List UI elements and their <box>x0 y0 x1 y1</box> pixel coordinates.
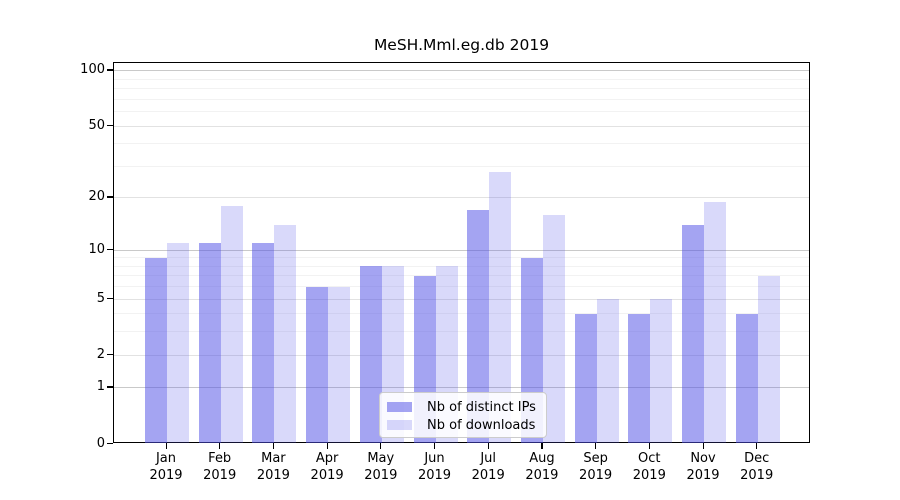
gridline-major-20 <box>114 197 809 199</box>
bar-dec-distinct-ips <box>735 313 758 443</box>
bar-apr-distinct-ips <box>306 286 329 443</box>
x-tick-mark-apr <box>326 443 328 449</box>
bar-nov-distinct-ips <box>682 225 704 443</box>
gridline-minor-4 <box>114 313 809 315</box>
x-tick-label-apr: Apr 2019 <box>310 451 344 483</box>
bar-sep-distinct-ips <box>574 313 597 443</box>
bar-sep-downloads <box>596 299 619 443</box>
gridline-major-50 <box>114 125 809 127</box>
legend-label-downloads: Nb of downloads <box>427 417 536 433</box>
x-tick-mark-aug <box>541 443 543 449</box>
legend: Nb of distinct IPs Nb of downloads <box>379 392 547 438</box>
bar-mar-distinct-ips <box>252 243 275 443</box>
bar-jan-distinct-ips <box>145 257 167 443</box>
x-tick-mark-jan <box>165 443 167 449</box>
bar-jan-downloads <box>167 243 189 443</box>
legend-entry-distinct-ips: Nb of distinct IPs <box>387 398 546 416</box>
y-tick-label-50: 50 <box>88 117 105 133</box>
x-tick-mark-may <box>380 443 382 449</box>
bar-jul-downloads <box>489 171 512 443</box>
gridline-minor-6 <box>114 286 809 288</box>
y-tick-label-5: 5 <box>96 290 105 306</box>
bar-apr-downloads <box>328 286 351 443</box>
legend-label-distinct-ips: Nb of distinct IPs <box>427 399 536 415</box>
legend-entry-downloads: Nb of downloads <box>387 416 546 434</box>
gridline-minor-30 <box>114 165 809 167</box>
y-tick-mark-100 <box>107 69 113 71</box>
gridline-minor-3 <box>114 331 809 333</box>
y-tick-mark-2 <box>107 353 113 355</box>
plot-area: Nb of distinct IPs Nb of downloads <box>113 62 810 443</box>
x-tick-label-mar: Mar 2019 <box>256 451 290 483</box>
bar-feb-distinct-ips <box>198 243 221 443</box>
x-tick-label-jul: Jul 2019 <box>471 451 505 483</box>
x-tick-mark-mar <box>272 443 275 449</box>
x-tick-label-oct: Oct 2019 <box>632 451 666 483</box>
bar-nov-downloads <box>704 201 726 443</box>
gridline-major-10 <box>114 249 809 251</box>
gridline-minor-70 <box>114 98 809 100</box>
x-tick-label-nov: Nov 2019 <box>686 451 720 483</box>
y-tick-label-2: 2 <box>96 346 105 362</box>
x-tick-label-feb: Feb 2019 <box>203 451 237 483</box>
gridline-major-5 <box>114 298 809 300</box>
gridline-minor-80 <box>114 88 809 90</box>
gridline-minor-7 <box>114 275 809 277</box>
gridline-major-1 <box>114 387 809 389</box>
y-tick-label-20: 20 <box>88 189 105 205</box>
x-tick-mark-sep <box>595 443 597 449</box>
x-tick-mark-dec <box>756 443 758 449</box>
gridline-minor-8 <box>114 265 809 267</box>
bar-aug-downloads <box>542 215 565 443</box>
x-tick-label-jan: Jan 2019 <box>149 451 183 483</box>
bar-may-distinct-ips <box>359 266 382 443</box>
gridline-minor-40 <box>114 143 809 145</box>
y-tick-label-0: 0 <box>96 435 105 451</box>
bar-mar-downloads <box>274 225 297 443</box>
y-tick-label-10: 10 <box>88 241 105 257</box>
gridline-minor-60 <box>114 111 809 113</box>
y-tick-mark-1 <box>107 386 113 388</box>
legend-swatch-distinct-ips <box>387 402 412 412</box>
y-tick-mark-50 <box>107 124 113 126</box>
bar-oct-downloads <box>650 299 673 443</box>
x-tick-mark-oct <box>648 443 650 449</box>
gridline-minor-9 <box>114 257 809 259</box>
y-tick-label-1: 1 <box>96 379 105 395</box>
legend-swatch-downloads <box>387 420 412 430</box>
bar-feb-downloads <box>220 206 243 443</box>
bar-jul-distinct-ips <box>467 210 490 443</box>
bar-dec-downloads <box>757 275 780 443</box>
x-tick-label-sep: Sep 2019 <box>579 451 613 483</box>
x-tick-label-aug: Aug 2019 <box>525 451 559 483</box>
x-tick-mark-feb <box>219 443 221 449</box>
x-tick-label-jun: Jun 2019 <box>417 451 452 483</box>
gridline-major-100 <box>114 70 809 72</box>
bar-oct-distinct-ips <box>628 313 651 443</box>
x-tick-mark-nov <box>702 443 704 449</box>
gridline-major-2 <box>114 354 809 356</box>
y-tick-mark-5 <box>107 297 113 299</box>
x-tick-mark-jul <box>487 443 489 449</box>
chart-title: MeSH.Mml.eg.db 2019 <box>373 36 550 54</box>
y-tick-label-100: 100 <box>80 62 105 78</box>
y-tick-mark-20 <box>107 196 113 198</box>
y-tick-mark-0 <box>107 442 113 444</box>
x-tick-mark-jun <box>434 443 436 449</box>
x-tick-label-dec: Dec 2019 <box>740 451 774 483</box>
gridline-minor-90 <box>114 78 809 80</box>
y-tick-mark-10 <box>107 248 113 250</box>
x-tick-label-may: May 2019 <box>364 451 398 483</box>
